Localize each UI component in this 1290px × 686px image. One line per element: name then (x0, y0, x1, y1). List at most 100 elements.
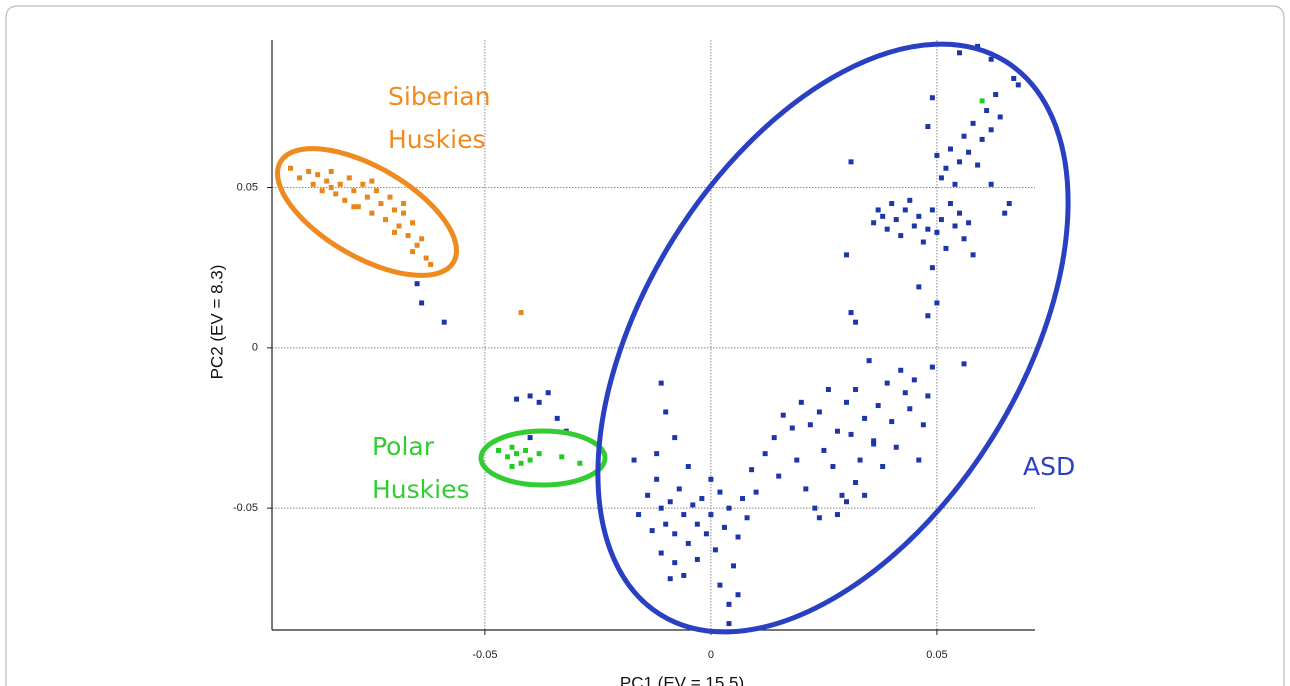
point (830, 463, 836, 469)
point (862, 415, 868, 421)
point (975, 162, 981, 168)
point (907, 406, 913, 412)
point (712, 547, 718, 553)
point (527, 435, 533, 441)
point (925, 226, 931, 232)
point (536, 451, 542, 457)
point (816, 409, 822, 415)
point (947, 201, 953, 207)
point (884, 380, 890, 386)
point (405, 233, 411, 239)
point (898, 367, 904, 373)
point (812, 505, 818, 511)
point (803, 486, 809, 492)
point (658, 505, 664, 511)
point (988, 127, 994, 133)
point (333, 191, 339, 197)
point (401, 201, 407, 207)
point (428, 261, 434, 267)
x-axis-label: PC1 (EV = 15.5) (620, 673, 744, 686)
point (952, 181, 958, 187)
point (929, 364, 935, 370)
point (875, 207, 881, 213)
point (649, 528, 655, 534)
point (328, 168, 334, 174)
point (807, 422, 813, 428)
point (685, 540, 691, 546)
point (663, 409, 669, 415)
point (938, 217, 944, 223)
point (966, 149, 972, 155)
point (509, 463, 515, 469)
point (780, 412, 786, 418)
point (297, 175, 303, 181)
point (957, 159, 963, 165)
point (518, 460, 524, 466)
point (938, 175, 944, 181)
point (495, 447, 501, 453)
point (934, 300, 940, 306)
point (898, 233, 904, 239)
point (862, 492, 868, 498)
point (970, 252, 976, 258)
point (391, 229, 397, 235)
point (866, 358, 872, 364)
point (721, 524, 727, 530)
point (414, 242, 420, 248)
point (645, 492, 651, 498)
point (970, 120, 976, 126)
point (889, 419, 895, 425)
annotation: Siberian (388, 82, 490, 111)
point (925, 393, 931, 399)
point (658, 550, 664, 556)
point (658, 380, 664, 386)
polar-ellipse (478, 428, 608, 488)
point (934, 229, 940, 235)
y-tick-label: 0 (252, 342, 258, 354)
point (1002, 210, 1008, 216)
point (382, 217, 388, 223)
point (816, 515, 822, 521)
point (920, 422, 926, 428)
point (902, 390, 908, 396)
point (676, 486, 682, 492)
point (853, 387, 859, 393)
point (966, 220, 972, 226)
point (319, 188, 325, 194)
point (957, 50, 963, 56)
point (509, 444, 515, 450)
y-axis-label: PC2 (EV = 8.3) (207, 265, 226, 380)
point (952, 223, 958, 229)
point (916, 213, 922, 219)
point (504, 454, 510, 460)
point (663, 521, 669, 527)
point (916, 284, 922, 290)
point (396, 223, 402, 229)
point (401, 210, 407, 216)
point (324, 178, 330, 184)
point (631, 457, 637, 463)
point (988, 181, 994, 187)
point (726, 601, 732, 607)
point (947, 146, 953, 152)
point (871, 438, 877, 444)
point (916, 457, 922, 463)
point (681, 512, 687, 518)
point (753, 489, 759, 495)
point (853, 319, 859, 325)
point (667, 499, 673, 505)
point (342, 197, 348, 203)
point (776, 473, 782, 479)
point (871, 441, 877, 447)
point (871, 220, 877, 226)
annotation: ASD (1023, 452, 1075, 481)
annotation: Polar (372, 432, 435, 461)
point (893, 444, 899, 450)
point (527, 393, 533, 399)
point (369, 178, 375, 184)
point (821, 447, 827, 453)
point (789, 425, 795, 431)
point (771, 435, 777, 441)
point (654, 476, 660, 482)
point (726, 621, 732, 627)
